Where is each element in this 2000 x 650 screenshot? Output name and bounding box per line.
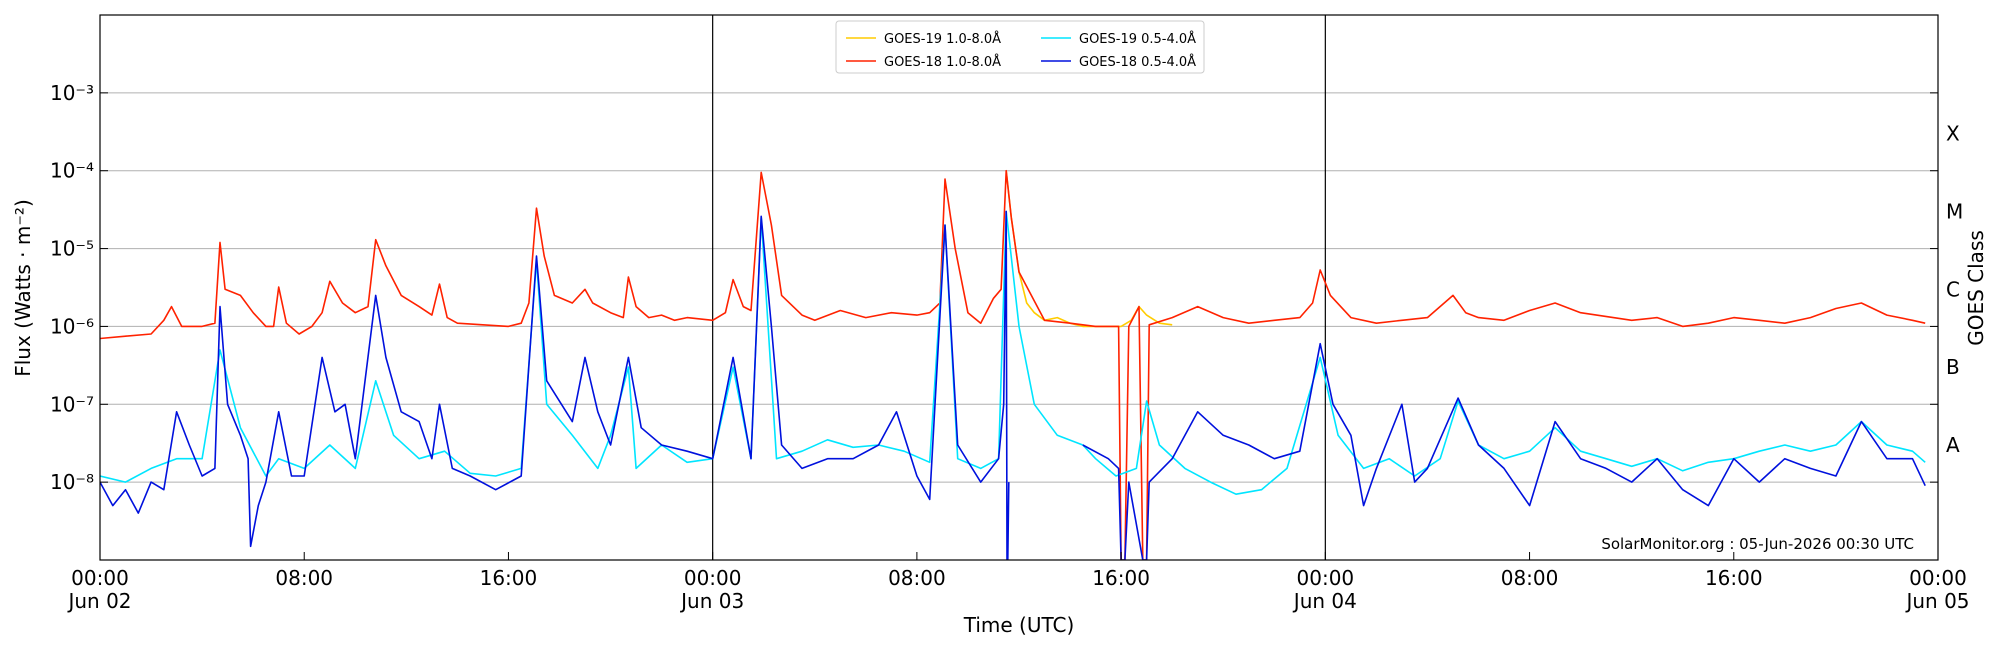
legend-label: GOES-18 0.5-4.0Å bbox=[1079, 54, 1196, 70]
x-tick-label: 00:00 bbox=[71, 566, 129, 590]
y-tick-label: 10⁻⁵ bbox=[50, 237, 94, 261]
goes-class-label: B bbox=[1946, 355, 1960, 379]
goes-class-label: C bbox=[1946, 277, 1960, 301]
day-separators bbox=[712, 15, 1326, 560]
x-tick-label: 00:00 bbox=[1297, 566, 1355, 590]
x-axis-label: Time (UTC) bbox=[963, 613, 1075, 637]
goes-class-label: M bbox=[1946, 199, 1963, 223]
x-tick-date-label: Jun 02 bbox=[66, 589, 131, 613]
legend-label: GOES-18 1.0-8.0Å bbox=[884, 54, 1001, 70]
x-tick-label: 08:00 bbox=[1501, 566, 1559, 590]
legend: GOES-19 1.0-8.0Å GOES-19 0.5-4.0Å GOES-18 … bbox=[835, 20, 1205, 74]
x-tick-date-label: Jun 04 bbox=[1292, 589, 1357, 613]
plot-frame bbox=[99, 14, 1939, 561]
y-tick-label: 10⁻⁶ bbox=[50, 314, 94, 338]
x-tick-label: 08:00 bbox=[888, 566, 946, 590]
x-tick-label: 16:00 bbox=[480, 566, 538, 590]
series-line-1 bbox=[1005, 170, 1173, 328]
y-tick-label: 10⁻⁷ bbox=[50, 392, 94, 416]
series-line-4 bbox=[100, 210, 1010, 560]
y-axis-ticks: 10⁻⁸ 10⁻⁷ 10⁻⁶ 10⁻⁵ 10⁻⁴ 10⁻³ bbox=[50, 81, 1938, 494]
goes-class-label: X bbox=[1946, 122, 1960, 146]
x-tick-label: 08:00 bbox=[275, 566, 333, 590]
series-line-5 bbox=[1082, 342, 1926, 560]
x-tick-label: 16:00 bbox=[1092, 566, 1150, 590]
x-tick-date-label: Jun 05 bbox=[1904, 589, 1969, 613]
x-tick-label: 00:00 bbox=[684, 566, 742, 590]
y-tick-label: 10⁻⁸ bbox=[50, 470, 94, 494]
legend-box bbox=[835, 20, 1205, 74]
goes-class-labels: A B C M X bbox=[1946, 122, 1963, 457]
y-tick-label: 10⁻³ bbox=[50, 81, 94, 105]
footer-credit: SolarMonitor.org : 05-Jun-2026 00:30 UTC bbox=[1601, 535, 1914, 553]
x-tick-date-label: Jun 03 bbox=[679, 589, 744, 613]
series-line-2 bbox=[100, 169, 1926, 560]
y-tick-label: 10⁻⁴ bbox=[50, 159, 94, 183]
legend-label: GOES-19 1.0-8.0Å bbox=[884, 31, 1001, 47]
series-line-3 bbox=[100, 210, 1926, 495]
x-tick-label: 00:00 bbox=[1909, 566, 1967, 590]
goes-class-label: A bbox=[1946, 433, 1960, 457]
x-tick-label: 16:00 bbox=[1705, 566, 1763, 590]
y2-axis-label: GOES Class bbox=[1964, 230, 1988, 346]
y-axis-label: Flux (Watts · m⁻²) bbox=[11, 199, 35, 377]
grid-lines bbox=[100, 92, 1938, 483]
series-lines bbox=[100, 169, 1926, 560]
legend-label: GOES-19 0.5-4.0Å bbox=[1079, 31, 1196, 47]
